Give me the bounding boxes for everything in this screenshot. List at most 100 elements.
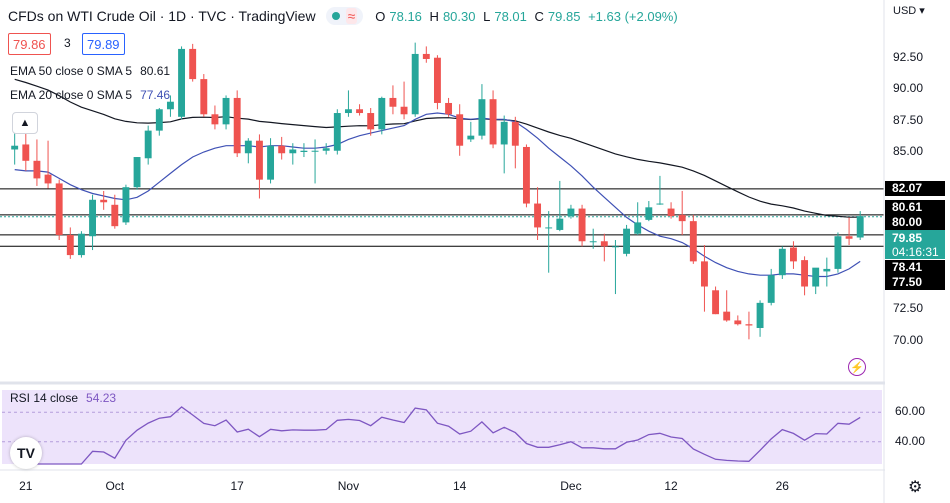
candle [467,121,475,142]
candle [178,46,186,120]
candle [700,245,708,312]
candle [645,201,653,222]
candle [489,90,497,149]
currency-selector[interactable]: USD ▾ [893,5,925,17]
candle [222,95,230,130]
candle-body [133,157,141,188]
candle-body [611,246,619,248]
candle-body [756,302,764,328]
candle [823,257,831,287]
gear-icon[interactable]: ⚙ [908,479,923,496]
candle [778,246,786,279]
candle-body [456,114,464,146]
rsi-label: RSI 14 close [10,391,79,405]
ema20-legend[interactable]: EMA 20 close 0 SMA 5 77.46 [10,88,170,102]
price-level-label: 78.41 [885,259,945,275]
candle-body [478,99,486,136]
buy-price-button[interactable]: 79.89 [82,33,125,55]
rsi-legend[interactable]: RSI 14 close 54.23 [10,391,116,405]
candle [189,43,197,82]
ohlc-readout: O 78.16 H 80.30 L 78.01 C 79.85 +1.63 (+2.09… [375,9,681,24]
time-tick-label: Oct [105,479,125,493]
bar-countdown: 04:16:31 [892,244,939,259]
symbol-title[interactable]: CFDs on WTI Crude Oil · 1D · TVC · Tradi… [8,8,316,24]
candle [767,268,775,306]
candle [689,214,697,264]
candle [367,108,375,136]
candle [11,131,19,165]
candle [89,194,97,251]
candle [856,211,864,240]
candle [322,143,330,155]
close-value: 79.85 [547,8,581,24]
low-key: L [483,8,491,24]
candle [311,139,319,184]
candle [522,144,530,208]
candle [556,180,564,232]
lightning-icon[interactable]: ⚡ [848,358,866,376]
ema20-line [14,112,861,278]
candle [255,134,263,199]
candle-body [545,227,553,229]
candle-body [445,102,453,115]
sell-price-button[interactable]: 79.86 [8,33,51,55]
candle-body [734,320,742,325]
candle [55,179,63,240]
candle [534,187,542,240]
candle-body [200,79,208,115]
current-price-label: 79.85 04:16:31 [885,229,945,259]
candle-body [77,233,85,256]
market-open-dot-icon [331,12,340,20]
candle-body [344,109,352,114]
chart-canvas[interactable] [0,0,885,503]
ema20-value: 77.46 [140,88,171,102]
candle [723,290,731,322]
low-value: 78.01 [494,8,527,24]
candle-body [712,290,720,315]
candle [166,95,174,117]
candle-body [211,114,219,125]
candle-body [144,130,152,159]
time-tick-label: 17 [230,479,244,493]
rsi-value: 54.23 [86,391,117,405]
time-tick-label: 26 [775,479,789,493]
tradingview-logo-icon[interactable]: TV [10,437,42,469]
candle-body [178,48,186,117]
candle [33,139,41,186]
price-tick-label: 92.50 [893,49,924,64]
ema50-legend[interactable]: EMA 50 close 0 SMA 5 80.61 [10,64,170,78]
candle-body [812,267,820,287]
candle [111,194,119,229]
price-level-label: 80.00 [885,214,945,230]
candle [267,138,275,184]
candle [344,90,352,117]
candle [356,104,364,116]
candle [389,85,397,115]
candle-body [33,160,41,179]
candle-body [244,140,252,154]
candle-body [122,187,130,223]
candle-body [667,208,675,217]
candle-body [778,248,786,276]
candle [378,96,386,135]
candle-body [400,106,408,115]
candle-body [55,183,63,235]
collapse-legend-button[interactable]: ▲ [12,112,38,134]
candle-body [645,207,653,220]
candle-body [278,145,286,154]
candle-body [834,236,842,269]
candle [745,311,753,340]
candle-body [100,199,108,203]
candle-body [567,208,575,217]
candle [77,231,85,258]
candle [712,286,720,315]
candle [144,125,152,165]
status-badge[interactable]: ≈ [325,7,364,25]
price-tick-label: 70.00 [893,332,924,347]
candle [244,138,252,164]
time-tick-label: 14 [453,479,467,493]
candle [122,184,130,225]
candle-body [166,101,174,110]
candle-body [856,216,864,238]
price-level-label: 77.50 [885,274,945,290]
